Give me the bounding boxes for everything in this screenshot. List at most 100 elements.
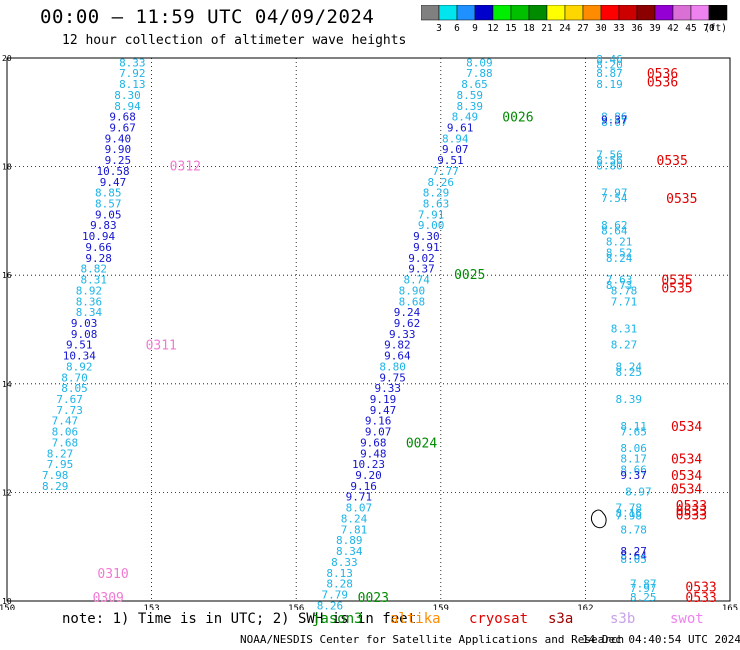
y-tick-label: 20 — [2, 54, 12, 63]
wave-height-point: 8.33 — [119, 56, 146, 69]
wave-height-point: 9.05 — [95, 208, 122, 221]
wave-height-point: 8.57 — [95, 198, 122, 211]
wave-height-point: 9.07 — [365, 426, 392, 439]
scale-tick-label: 45 — [685, 23, 696, 34]
pass-label: 0533 — [676, 509, 707, 524]
x-tick-label: 153 — [143, 604, 159, 610]
pass-label: 0533 — [676, 504, 707, 519]
scale-tick-label: 33 — [613, 23, 624, 34]
wave-height-point: 8.05 — [620, 553, 647, 566]
wave-height-point: 9.00 — [418, 219, 445, 232]
scale-swatch — [708, 5, 728, 21]
wave-height-point: 8.39 — [616, 393, 643, 406]
wave-height-point: 9.16 — [365, 415, 392, 428]
wave-height-point: 8.92 — [66, 360, 93, 373]
wave-height-point: 9.37 — [620, 469, 647, 482]
wave-height-point: 8.65 — [461, 78, 488, 91]
wave-height-point: 8.11 — [620, 420, 647, 433]
pass-label: 0535 — [666, 192, 697, 207]
wave-height-point: 8.20 — [596, 59, 623, 72]
wave-height-point: 7.98 — [42, 469, 69, 482]
y-tick-label: 10 — [2, 597, 12, 606]
wave-height-point: 9.40 — [105, 132, 132, 145]
wave-height-point: 8.24 — [341, 512, 368, 525]
wave-height-point: 8.27 — [611, 339, 638, 352]
wave-height-point: 8.13 — [326, 567, 353, 580]
wave-height-point: 7.98 — [616, 510, 643, 523]
color-scale-legend: 3 6 9 12 15 18 21 24 27 30 33 36 39 42 45 70(ft) — [421, 5, 728, 34]
wave-height-point: 8.94 — [442, 132, 469, 145]
scale-tick-label: 36 — [631, 23, 643, 34]
wave-height-point: 10.58 — [96, 165, 129, 178]
x-tick-label: 165 — [722, 604, 738, 610]
wave-height-point: 7.68 — [52, 436, 79, 449]
scale-tick-label: 70 — [703, 23, 715, 34]
wave-height-point: 8.68 — [399, 295, 426, 308]
wave-height-point: 8.31 — [611, 322, 638, 335]
wave-height-point: 8.92 — [76, 284, 103, 297]
wave-height-point: 9.30 — [413, 230, 440, 243]
wave-height-point: 9.20 — [355, 469, 382, 482]
wave-height-point: 9.16 — [350, 480, 377, 493]
pass-label: 0534 — [671, 453, 702, 468]
scale-tick-label: 18 — [523, 23, 535, 34]
wave-height-point: 8.80 — [596, 160, 623, 173]
wave-height-point: 8.24 — [606, 252, 633, 265]
wave-height-point: 10.34 — [63, 350, 96, 363]
wave-height-point: 8.73 — [606, 279, 633, 292]
wave-height-point: 8.64 — [620, 549, 647, 562]
wave-height-point: 8.06 — [52, 426, 79, 439]
wave-height-point: 8.21 — [606, 236, 633, 249]
created-timestamp: 14 Dec 04:40:54 UTC 2024 — [582, 633, 740, 646]
x-tick-label: 159 — [433, 604, 449, 610]
wave-height-point: 9.28 — [85, 252, 112, 265]
wave-height-point: 9.51 — [66, 339, 93, 352]
scale-tick-label: 15 — [505, 23, 516, 34]
wave-height-point: 7.81 — [341, 523, 368, 536]
wave-height-point: 8.64 — [601, 225, 628, 238]
pass-label: 0536 — [647, 67, 678, 82]
wave-height-point: 7.88 — [466, 67, 493, 80]
wave-height-point: 9.62 — [394, 317, 421, 330]
wave-height-point: 8.30 — [114, 89, 141, 102]
wave-height-point: 8.82 — [81, 263, 108, 276]
wave-height-point: 9.83 — [90, 219, 117, 232]
wave-height-point: 8.27 — [47, 447, 74, 460]
pass-label: 0534 — [671, 420, 702, 435]
scale-tick-label: 24 — [559, 23, 571, 34]
wave-height-point: 9.47 — [370, 404, 397, 417]
wave-height-point: 9.48 — [360, 447, 387, 460]
scale-tick-label: 9 — [472, 23, 478, 34]
wave-height-point: 9.33 — [375, 382, 402, 395]
wave-height-point: 8.97 — [625, 485, 652, 498]
wave-height-point: 9.66 — [85, 241, 112, 254]
pass-label: 0533 — [685, 580, 716, 595]
pass-label: 0535 — [661, 282, 692, 297]
wave-height-point: 7.95 — [47, 458, 74, 471]
wave-height-point: 9.75 — [379, 371, 406, 384]
wave-height-point: 8.78 — [620, 523, 647, 536]
pass-label: 0533 — [685, 591, 716, 606]
wave-height-point: 10.23 — [352, 458, 385, 471]
wave-height-point: 8.25 — [630, 591, 657, 604]
wave-height-point: 8.94 — [114, 100, 141, 113]
page-subtitle: 12 hour collection of altimeter wave hei… — [62, 33, 407, 48]
wave-height-point: 7.67 — [56, 393, 83, 406]
wave-height-point: 9.68 — [360, 436, 387, 449]
wave-height-point: 8.17 — [620, 453, 647, 466]
pass-label: 0026 — [502, 111, 533, 126]
wave-height-point: 8.33 — [331, 556, 358, 569]
wave-height-point: 7.73 — [56, 404, 83, 417]
y-tick-label: 14 — [2, 380, 12, 389]
scale-tick-label: 42 — [667, 23, 678, 34]
pass-label: 0310 — [97, 567, 128, 582]
wave-height-point: 9.61 — [447, 122, 474, 135]
wave-height-point: 8.29 — [42, 480, 69, 493]
wave-height-point: 7.63 — [606, 274, 633, 287]
plot-frame — [6, 57, 731, 602]
wave-height-point: 7.77 — [432, 165, 459, 178]
wave-height-point: 9.37 — [601, 113, 628, 126]
wave-height-point: 8.67 — [601, 116, 628, 129]
wave-height-point: 8.66 — [620, 464, 647, 477]
